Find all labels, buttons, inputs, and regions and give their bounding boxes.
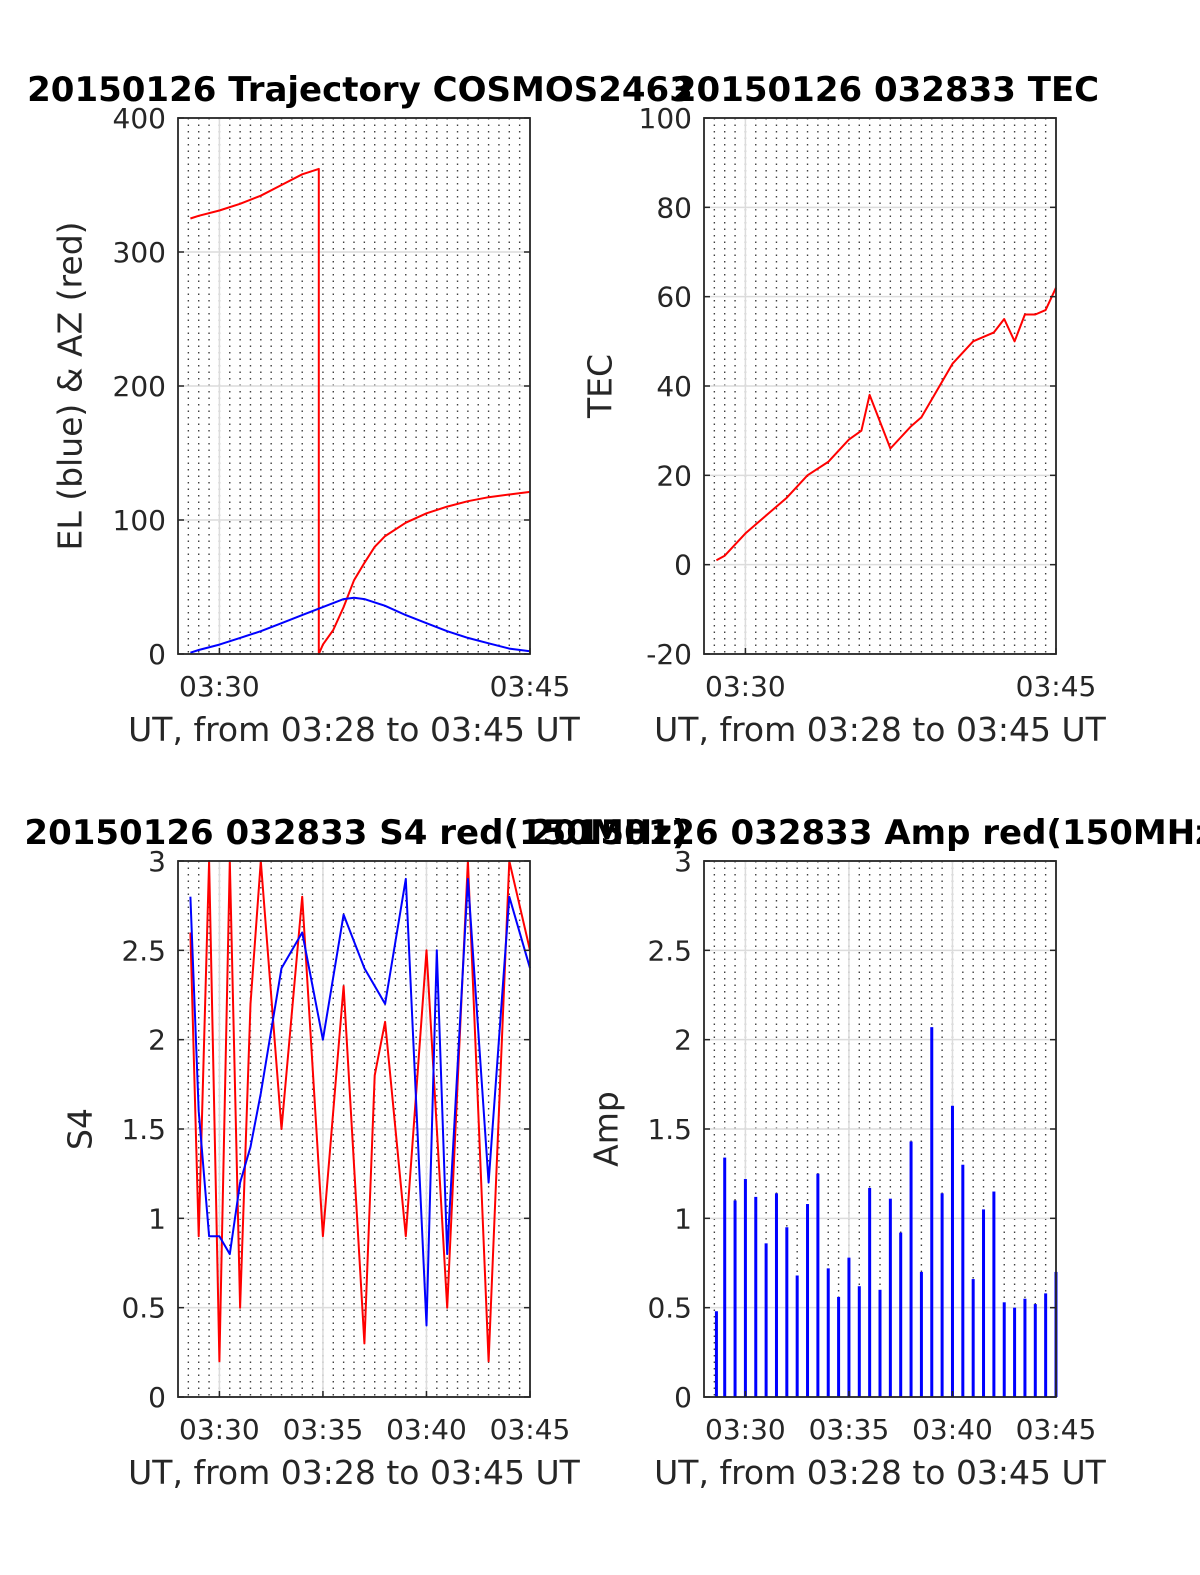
chart-panel-3: 0 0.5 1 1.5 2 2.5 3 03:30 03:35 03:40 03:45 UT, fro… bbox=[24, 813, 687, 1492]
chart-panel-2: -20 0 20 40 60 80 100 03:30 03:45 UT, from 03:28 … bbox=[581, 70, 1107, 749]
y-tick-label: 2.5 bbox=[121, 934, 166, 967]
x-tick-label: 03:40 bbox=[386, 1413, 467, 1446]
y-tick-label: 0.5 bbox=[647, 1292, 692, 1325]
bar bbox=[982, 1209, 986, 1397]
x-tick-label: 03:35 bbox=[283, 1413, 364, 1446]
bar bbox=[888, 1198, 892, 1397]
y-tick-label: 300 bbox=[113, 236, 166, 269]
chart-title: 20150126 032833 Amp red(150MHz) bbox=[529, 813, 1200, 853]
x-axis-label: UT, from 03:28 to 03:45 UT bbox=[128, 1453, 581, 1492]
x-tick-label: 03:45 bbox=[1016, 670, 1097, 703]
x-axis-label: UT, from 03:28 to 03:45 UT bbox=[128, 710, 581, 749]
y-tick-label: 80 bbox=[656, 191, 692, 224]
y-tick-label: 0 bbox=[674, 1381, 692, 1414]
bar bbox=[754, 1196, 758, 1397]
bar bbox=[919, 1271, 923, 1397]
series-line-2 bbox=[189, 877, 531, 1327]
y-tick-label: 1.5 bbox=[121, 1113, 166, 1146]
x-tick-label: 03:30 bbox=[705, 1413, 786, 1446]
chart-title: 20150126 Trajectory COSMOS2463 bbox=[27, 70, 693, 110]
bar bbox=[971, 1279, 975, 1397]
bar bbox=[764, 1243, 768, 1397]
bar bbox=[826, 1268, 830, 1397]
bar bbox=[816, 1173, 820, 1397]
y-tick-label: 1 bbox=[674, 1202, 692, 1235]
bar bbox=[857, 1286, 861, 1397]
bar bbox=[940, 1193, 944, 1397]
y-axis-label: EL (blue) & AZ (red) bbox=[51, 221, 90, 550]
bar bbox=[1002, 1302, 1006, 1397]
x-axis-label: UT, from 03:28 to 03:45 UT bbox=[654, 710, 1107, 749]
y-tick-label: 2.5 bbox=[647, 934, 692, 967]
bar bbox=[899, 1232, 903, 1397]
bar bbox=[785, 1227, 789, 1397]
x-axis-label: UT, from 03:28 to 03:45 UT bbox=[654, 1453, 1107, 1492]
x-tick-label: 03:30 bbox=[179, 670, 260, 703]
series-line-1 bbox=[190, 167, 531, 655]
bar bbox=[1033, 1304, 1037, 1397]
chart-title: 20150126 032833 S4 red(150MHz) bbox=[24, 813, 687, 853]
y-tick-label: 2 bbox=[148, 1024, 166, 1057]
series-line-2 bbox=[190, 596, 531, 654]
x-tick-label: 03:40 bbox=[912, 1413, 993, 1446]
y-tick-label: 400 bbox=[113, 102, 166, 135]
bar bbox=[930, 1027, 934, 1397]
bar bbox=[714, 1311, 718, 1397]
bar bbox=[1023, 1298, 1027, 1397]
series-line-1 bbox=[189, 860, 531, 1363]
y-axis-label: TEC bbox=[581, 354, 620, 419]
bar bbox=[1044, 1293, 1048, 1397]
y-tick-label: 0.5 bbox=[121, 1292, 166, 1325]
y-tick-label: 0 bbox=[148, 638, 166, 671]
y-tick-label: 60 bbox=[656, 281, 692, 314]
bar bbox=[909, 1141, 913, 1397]
y-tick-label: -20 bbox=[646, 638, 692, 671]
bar bbox=[847, 1257, 851, 1397]
bar bbox=[837, 1296, 841, 1397]
bar bbox=[733, 1200, 737, 1397]
x-tick-label: 03:35 bbox=[809, 1413, 890, 1446]
bar bbox=[743, 1179, 747, 1397]
bar bbox=[950, 1105, 954, 1397]
x-tick-label: 03:30 bbox=[705, 670, 786, 703]
y-tick-label: 100 bbox=[639, 102, 692, 135]
y-tick-label: 40 bbox=[656, 370, 692, 403]
bar bbox=[723, 1157, 727, 1397]
x-tick-label: 03:45 bbox=[490, 1413, 571, 1446]
y-tick-label: 0 bbox=[148, 1381, 166, 1414]
x-tick-label: 03:45 bbox=[1016, 1413, 1097, 1446]
bar bbox=[806, 1204, 810, 1397]
series-line-1 bbox=[715, 287, 1057, 562]
y-tick-label: 100 bbox=[113, 504, 166, 537]
bar bbox=[992, 1191, 996, 1397]
chart-title: 20150126 032833 TEC bbox=[673, 70, 1099, 110]
y-tick-label: 0 bbox=[674, 549, 692, 582]
y-tick-label: 2 bbox=[674, 1024, 692, 1057]
y-tick-label: 3 bbox=[148, 845, 166, 878]
y-tick-label: 1.5 bbox=[647, 1113, 692, 1146]
y-tick-label: 200 bbox=[113, 370, 166, 403]
bar bbox=[1013, 1307, 1017, 1397]
y-axis-label: Amp bbox=[587, 1091, 626, 1167]
y-tick-label: 20 bbox=[656, 459, 692, 492]
x-tick-label: 03:45 bbox=[490, 670, 571, 703]
x-tick-label: 03:30 bbox=[179, 1413, 260, 1446]
bar bbox=[878, 1289, 882, 1397]
y-tick-label: 1 bbox=[148, 1202, 166, 1235]
bar bbox=[868, 1187, 872, 1397]
bar bbox=[795, 1275, 799, 1397]
y-axis-label: S4 bbox=[61, 1108, 100, 1150]
y-tick-label: 3 bbox=[674, 845, 692, 878]
chart-panel-4: 0 0.5 1 1.5 2 2.5 3 03:30 03:35 03:40 03:45 UT, fro… bbox=[529, 813, 1200, 1492]
bar bbox=[961, 1164, 965, 1397]
bar bbox=[774, 1193, 778, 1397]
